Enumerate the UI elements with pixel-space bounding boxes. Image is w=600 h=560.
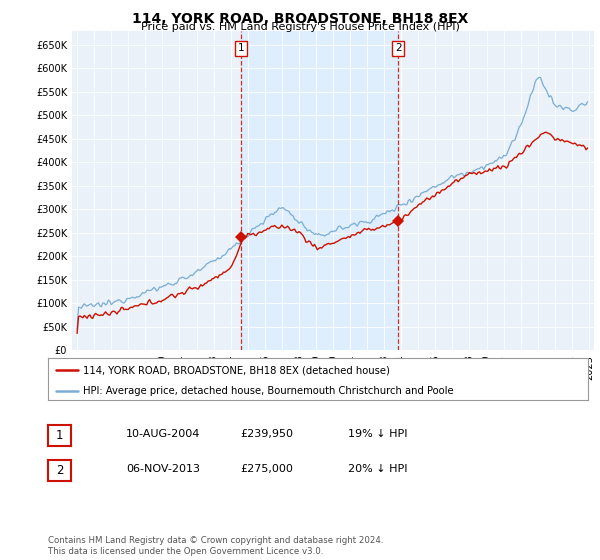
- Text: Contains HM Land Registry data © Crown copyright and database right 2024.
This d: Contains HM Land Registry data © Crown c…: [48, 536, 383, 556]
- Text: £239,950: £239,950: [240, 429, 293, 439]
- Text: 10-AUG-2004: 10-AUG-2004: [126, 429, 200, 439]
- Text: £275,000: £275,000: [240, 464, 293, 474]
- Text: 20% ↓ HPI: 20% ↓ HPI: [348, 464, 407, 474]
- Text: 1: 1: [56, 429, 63, 442]
- Text: 114, YORK ROAD, BROADSTONE, BH18 8EX: 114, YORK ROAD, BROADSTONE, BH18 8EX: [132, 12, 468, 26]
- Text: 114, YORK ROAD, BROADSTONE, BH18 8EX (detached house): 114, YORK ROAD, BROADSTONE, BH18 8EX (de…: [83, 365, 390, 375]
- Text: 19% ↓ HPI: 19% ↓ HPI: [348, 429, 407, 439]
- Text: 2: 2: [56, 464, 63, 477]
- Text: 1: 1: [238, 43, 245, 53]
- Text: HPI: Average price, detached house, Bournemouth Christchurch and Poole: HPI: Average price, detached house, Bour…: [83, 386, 454, 396]
- Bar: [241, 31, 398, 350]
- Text: Price paid vs. HM Land Registry's House Price Index (HPI): Price paid vs. HM Land Registry's House …: [140, 22, 460, 32]
- Text: 06-NOV-2013: 06-NOV-2013: [126, 464, 200, 474]
- Text: 2: 2: [395, 43, 401, 53]
